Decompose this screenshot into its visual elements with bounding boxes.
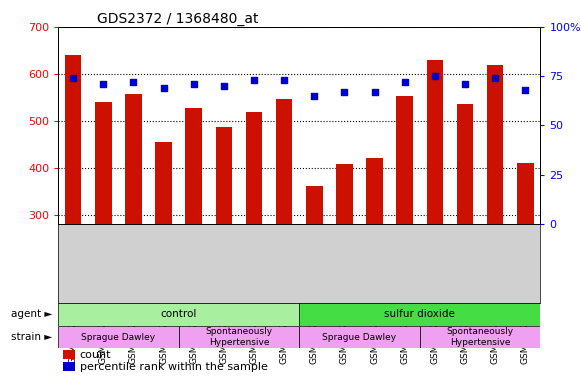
Bar (426, 60, 443, 356)
Point (490, 75, 500, 81)
Text: Spontaneously
Hypertensive: Spontaneously Hypertensive (205, 327, 272, 347)
Point (249, 77, 259, 83)
Text: GDS2372 / 1368480_at: GDS2372 / 1368480_at (96, 12, 258, 26)
Point (370, 89, 379, 95)
Point (521, 87, 530, 93)
Bar (95, 102, 112, 356)
Point (159, 85, 168, 91)
Point (69, 75, 78, 81)
Bar (155, 142, 172, 356)
Bar (366, 158, 383, 356)
Bar (299, 326, 420, 348)
Bar (487, 65, 503, 356)
Bar (299, 303, 540, 326)
Point (310, 93, 319, 99)
Bar (517, 162, 533, 356)
Point (460, 81, 469, 87)
Text: Sprague Dawley: Sprague Dawley (81, 333, 156, 341)
Text: agent ►: agent ► (11, 309, 52, 319)
Point (430, 73, 439, 79)
Bar (336, 164, 353, 356)
Bar (179, 326, 299, 348)
Bar (396, 96, 413, 356)
Bar (63, 350, 75, 359)
Bar (246, 112, 262, 356)
Text: percentile rank within the sample: percentile rank within the sample (80, 362, 268, 372)
Bar (65, 55, 81, 356)
Bar (185, 108, 202, 356)
Point (400, 79, 410, 85)
Bar (457, 104, 474, 356)
Bar (420, 326, 540, 348)
Text: Spontaneously
Hypertensive: Spontaneously Hypertensive (446, 327, 514, 347)
Bar (58, 303, 299, 326)
Text: strain ►: strain ► (11, 332, 52, 342)
Point (99, 81, 108, 87)
Point (219, 83, 228, 89)
Bar (216, 127, 232, 356)
Text: Sprague Dawley: Sprague Dawley (322, 333, 397, 341)
Bar (125, 94, 142, 356)
Text: control: control (160, 309, 197, 319)
Bar (276, 99, 292, 356)
Text: sulfur dioxide: sulfur dioxide (385, 309, 455, 319)
Text: count: count (80, 350, 112, 360)
Bar (306, 185, 322, 356)
Bar (63, 362, 75, 371)
Point (129, 79, 138, 85)
Bar (58, 326, 179, 348)
Point (279, 77, 289, 83)
Point (189, 81, 198, 87)
Point (340, 89, 349, 95)
